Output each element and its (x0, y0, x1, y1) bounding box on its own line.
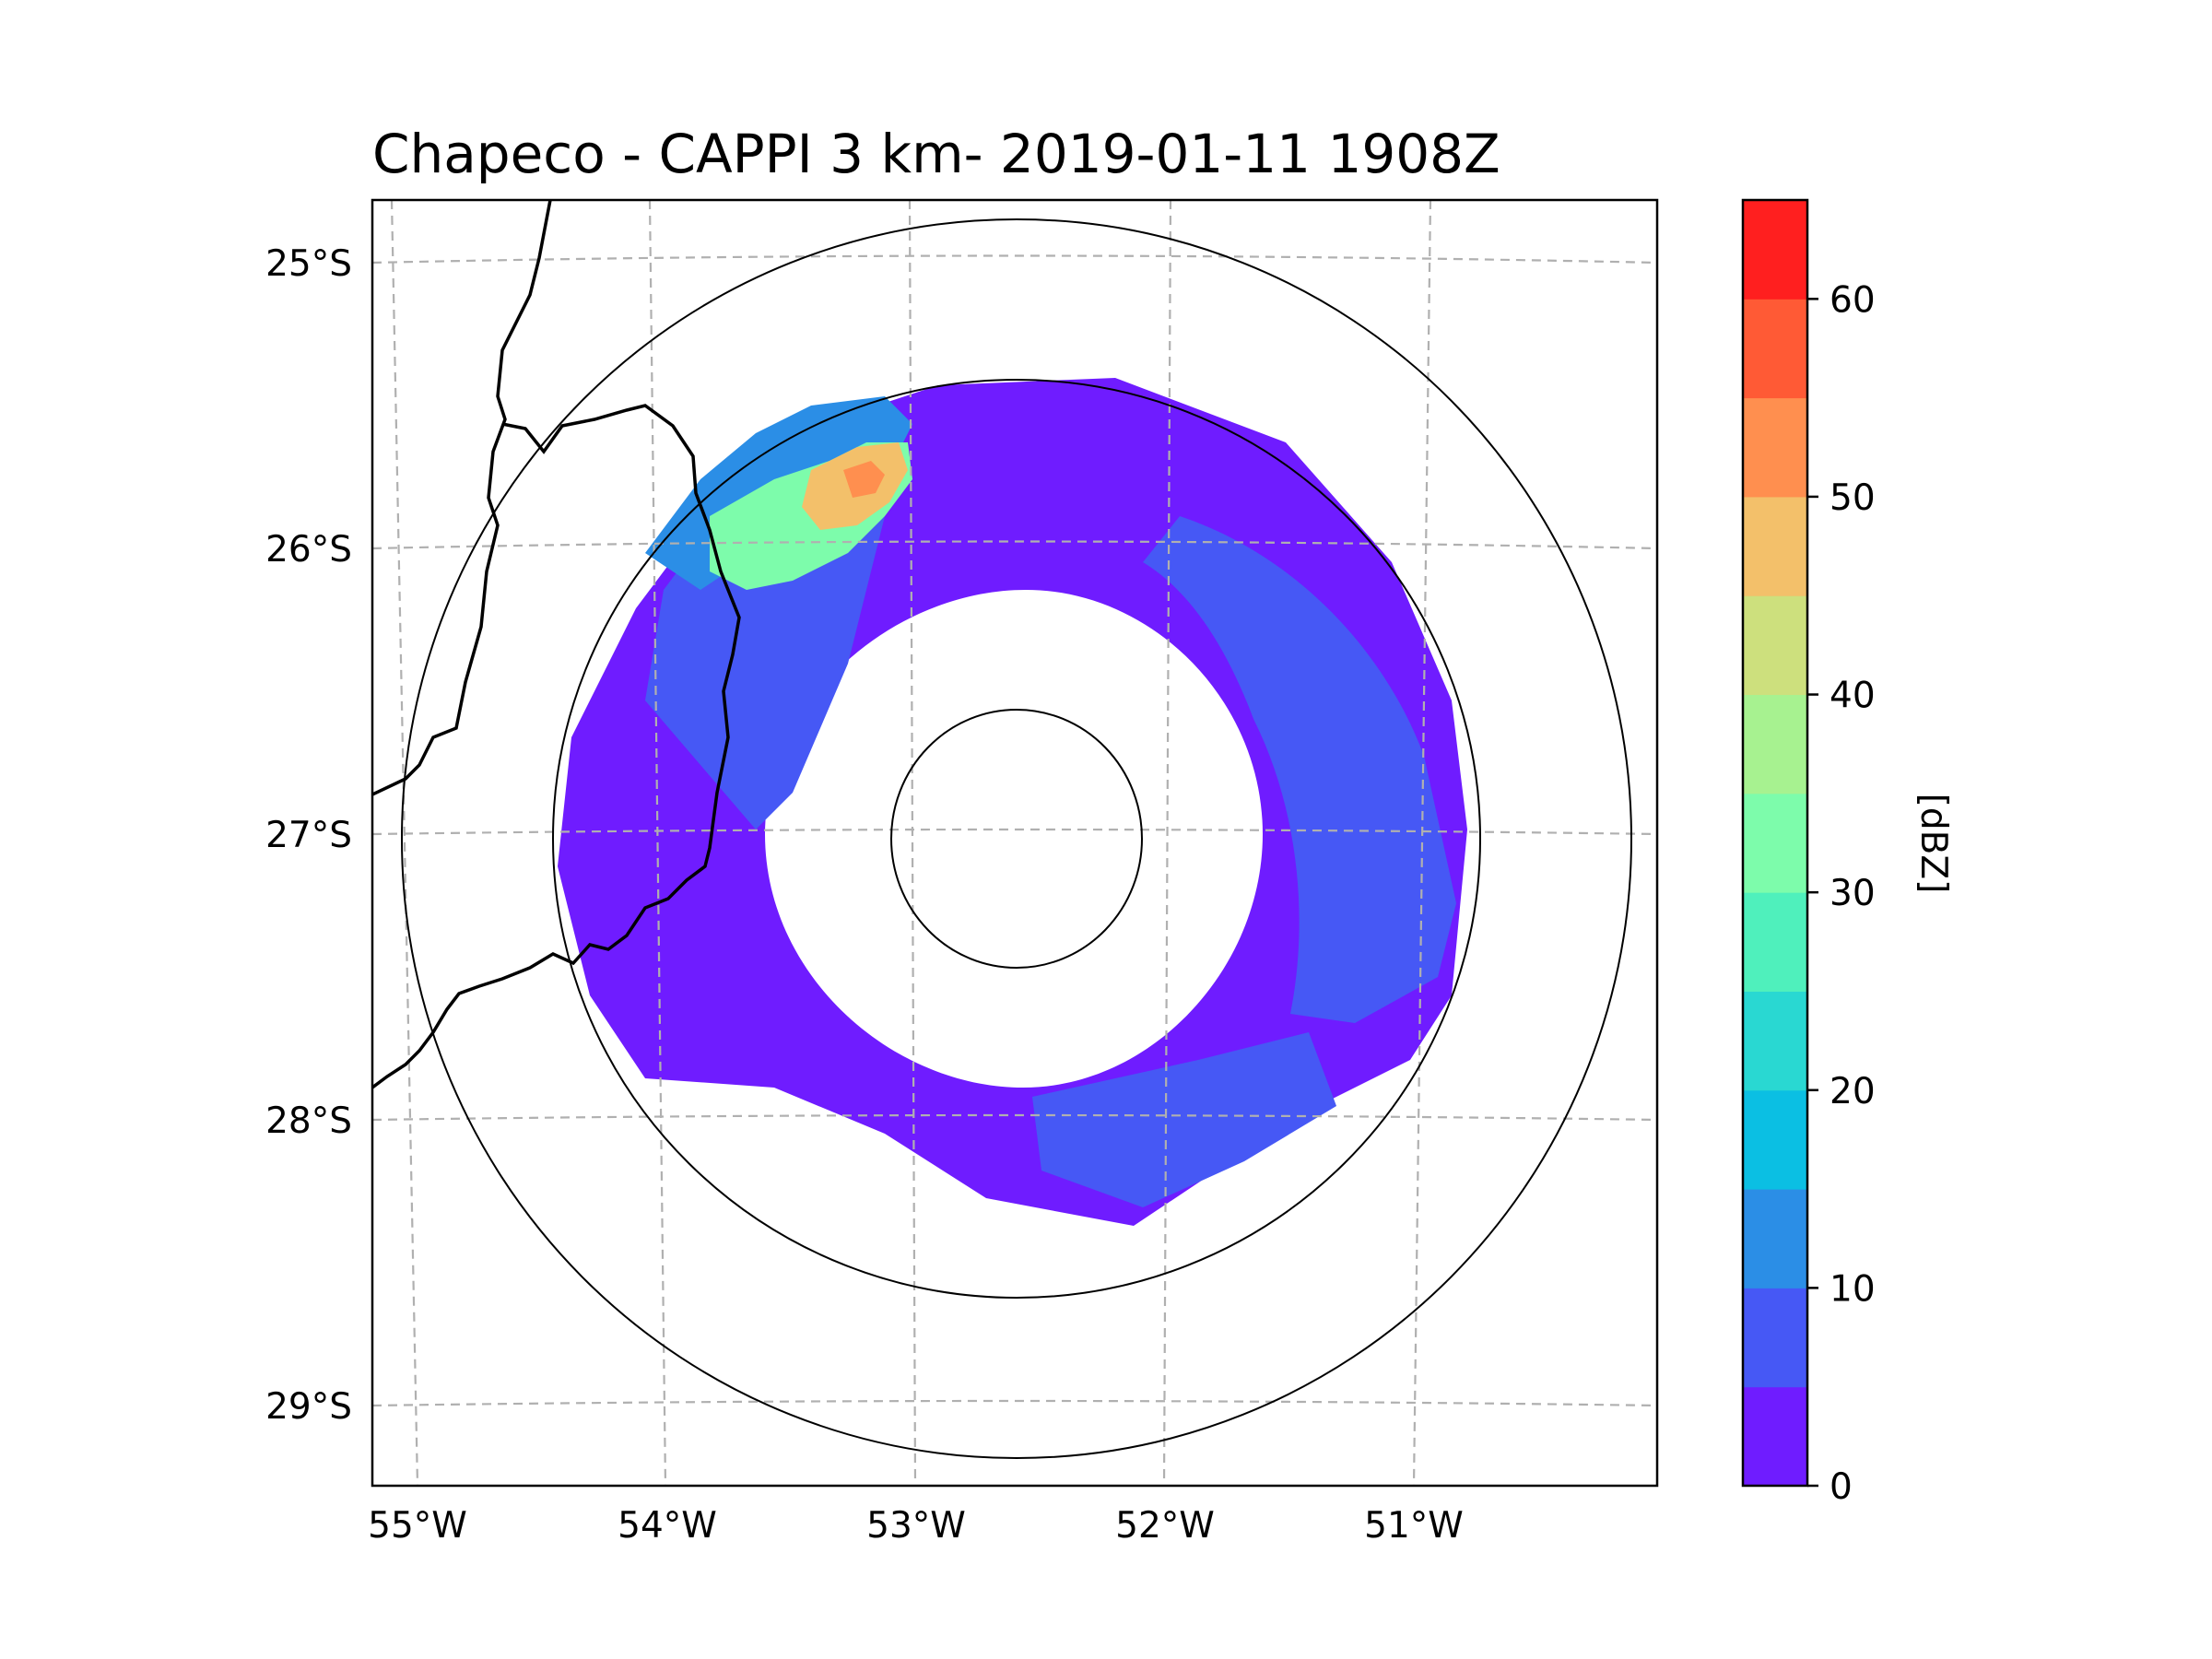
colorbar-tick-label: 30 (1830, 873, 1876, 914)
lat-label: 27°S (265, 815, 352, 856)
colorbar-ticks: 0 10 20 30 40 50 60 (1807, 279, 1876, 1508)
colorbar-bin (1743, 793, 1807, 893)
latitude-labels: 25°S 26°S 27°S 28°S 29°S (265, 243, 352, 1428)
colorbar-bins (1743, 200, 1807, 1487)
border-argentina-brazil (372, 404, 741, 1089)
colorbar-bin (1743, 892, 1807, 992)
lat-label: 29°S (265, 1386, 352, 1428)
lat-label: 25°S (265, 243, 352, 285)
range-ring-50km (890, 709, 1143, 969)
colorbar-bin (1743, 595, 1807, 696)
colorbar-bin (1743, 1089, 1807, 1190)
colorbar: 0 10 20 30 40 50 60 [dBZ] (1741, 198, 1954, 1508)
lat-label: 28°S (265, 1100, 352, 1142)
colorbar-bin (1743, 397, 1807, 498)
colorbar-tick-label: 0 (1830, 1466, 1853, 1508)
colorbar-bin (1743, 496, 1807, 596)
lon-label: 51°W (1364, 1505, 1464, 1547)
lon-label: 52°W (1115, 1505, 1215, 1547)
longitude-labels: 55°W 54°W 53°W 52°W 51°W (368, 1505, 1464, 1547)
lat-label: 26°S (265, 529, 352, 571)
echo-region-south (1032, 1032, 1336, 1207)
colorbar-bin (1743, 1189, 1807, 1288)
echo-region-east (1143, 516, 1456, 1023)
colorbar-bin (1743, 1288, 1807, 1388)
gridlines (372, 200, 1657, 1486)
map-area (372, 200, 1657, 1486)
colorbar-units: [dBZ] (1912, 794, 1954, 894)
colorbar-bin (1743, 1386, 1807, 1487)
colorbar-bin (1743, 299, 1807, 399)
colorbar-frame (1741, 198, 1809, 1488)
map-frame (371, 198, 1659, 1488)
colorbar-tick-label: 40 (1830, 676, 1876, 717)
range-rings (401, 218, 1632, 1459)
colorbar-tick-label: 60 (1830, 279, 1876, 321)
colorbar-tick-label: 50 (1830, 477, 1876, 519)
colorbar-tick-label: 10 (1830, 1268, 1876, 1310)
range-ring-150km (552, 379, 1481, 1299)
lon-label: 55°W (368, 1505, 467, 1547)
echo-cell-peak (843, 461, 885, 498)
reflectivity-echoes (558, 378, 1467, 1226)
lon-label: 53°W (866, 1505, 966, 1547)
border-argentina-paraguay (372, 200, 552, 796)
colorbar-bin (1743, 694, 1807, 794)
range-ring-250km (401, 218, 1632, 1459)
political-borders (372, 200, 741, 1089)
colorbar-tick-label: 20 (1830, 1071, 1876, 1112)
colorbar-bin (1743, 200, 1807, 300)
colorbar-bin (1743, 991, 1807, 1091)
lon-label: 54°W (618, 1505, 717, 1547)
